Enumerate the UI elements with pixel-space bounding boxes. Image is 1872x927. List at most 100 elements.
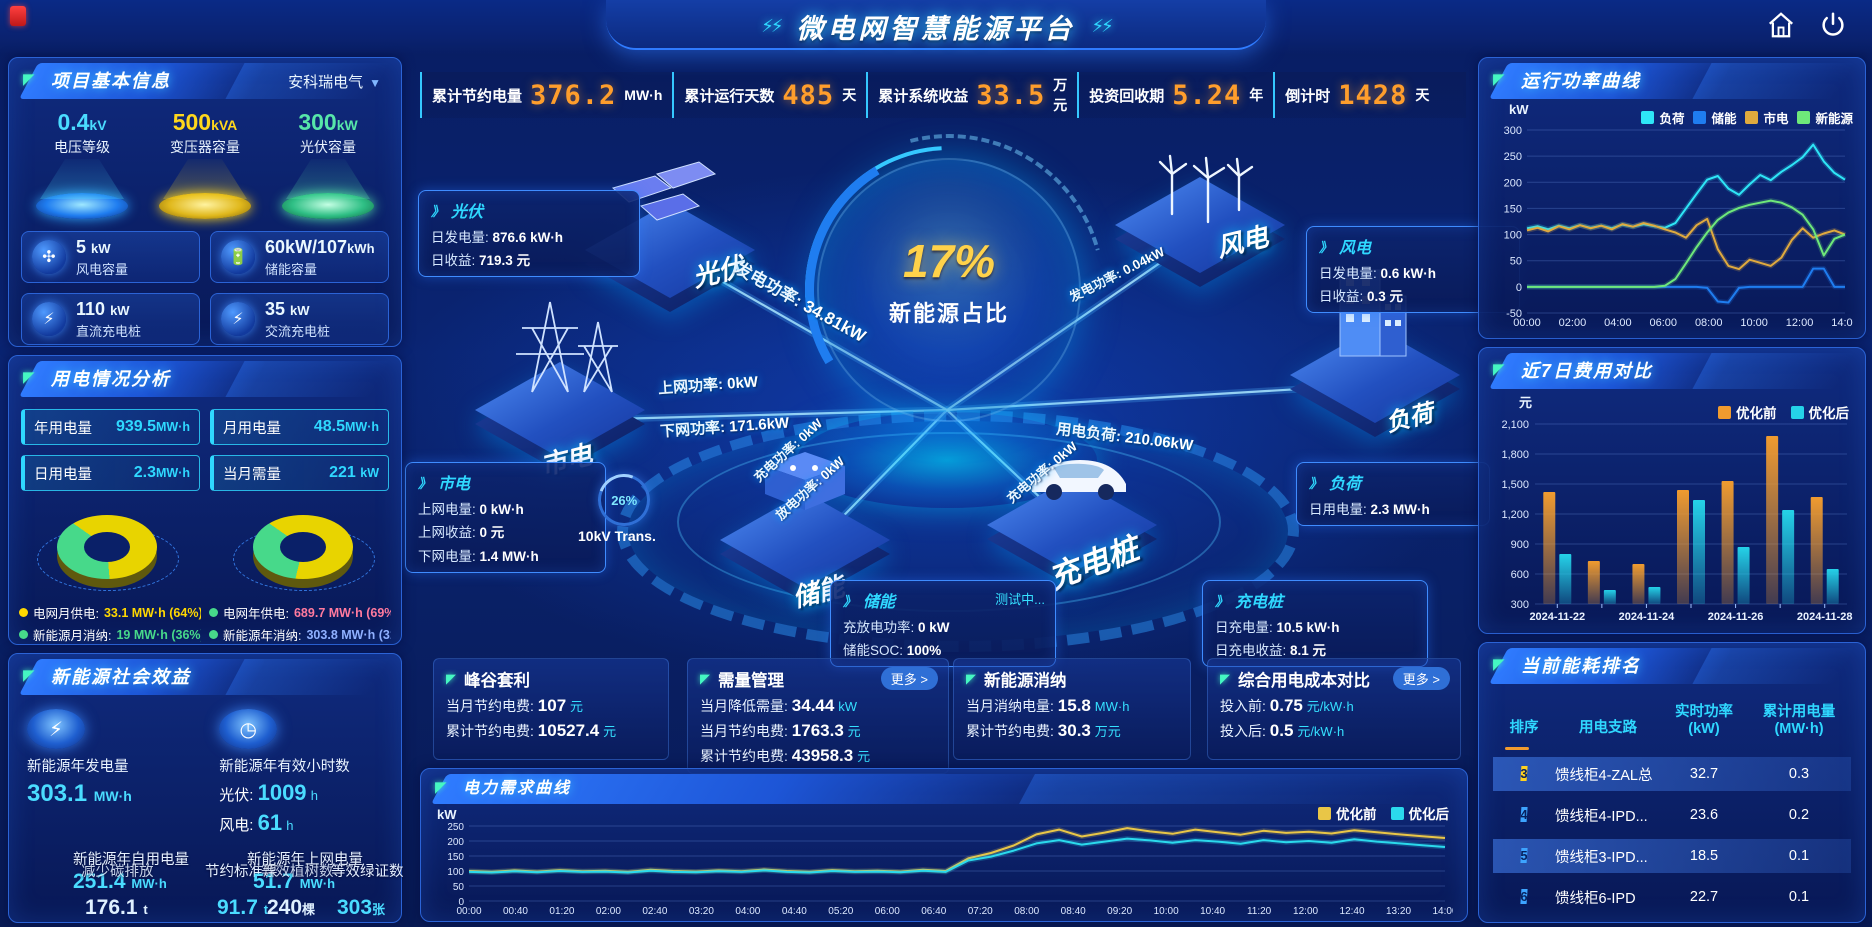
- demand-curve-panel: ◤ 电力需求曲线 kW 优化前 优化后 250 200 150 100 50 0 00:00…: [420, 768, 1468, 922]
- wind-turbines-icon: [1158, 154, 1254, 224]
- svg-text:04:00: 04:00: [1604, 317, 1632, 329]
- svg-text:150: 150: [447, 852, 464, 863]
- chevron-right-icon: 》: [843, 593, 857, 609]
- legend-month-renewable: 新能源月消纳: 19 MW·h (36%): [19, 625, 201, 644]
- chevron-right-icon: 》: [1215, 593, 1229, 609]
- svg-text:02:00: 02:00: [596, 906, 621, 917]
- battery-container-icon: [765, 452, 845, 510]
- social-benefit-title: 新能源社会效益: [51, 667, 191, 687]
- cost-compare-more-button[interactable]: 更多 >: [1392, 667, 1450, 690]
- charger-info-box: 》充电桩 日充电量: 10.5 kW·h 日充电收益: 8.1 元: [1202, 580, 1428, 667]
- panel-corner-icon: ◤: [1493, 361, 1505, 378]
- export-label: 新能源年上网电量: [247, 852, 363, 868]
- lightning-decor-left: ⚡⚡: [761, 16, 783, 36]
- energy-flow-diagram: 17% 新能源占比: [400, 76, 1520, 676]
- svg-text:250: 250: [1504, 151, 1522, 163]
- ev-car-icon: [1032, 460, 1126, 500]
- svg-text:11:20: 11:20: [1247, 906, 1272, 917]
- panel-corner-icon: ◤: [23, 71, 35, 88]
- demand-mgmt-more-button[interactable]: 更多 >: [880, 667, 938, 690]
- svg-text:02:00: 02:00: [1559, 317, 1587, 329]
- peak-valley-card: ◤ 峰谷套利 当月节约电费: 107 元 累计节约电费: 10527.4 元: [433, 658, 669, 760]
- lightning-decor-right: ⚡⚡: [1091, 16, 1114, 36]
- app-logo: [10, 6, 26, 26]
- trees-label: 等效植树数: [261, 864, 334, 880]
- svg-text:0: 0: [458, 897, 464, 908]
- capacity-chips: ✣ 5 kW 风电容量 🔋 60kW/107kWh 储能容量 ⚡ 110 kW …: [9, 219, 401, 345]
- svg-text:08:40: 08:40: [1061, 906, 1086, 917]
- annual-generation: ⚡ 新能源年发电量 303.1 MW·h: [27, 709, 191, 836]
- usage-analysis-title: 用电情况分析: [51, 369, 171, 389]
- stat-month-demand: 当月需量 221 kW: [210, 455, 389, 491]
- svg-text:10:00: 10:00: [1154, 906, 1179, 917]
- svg-text:-50: -50: [1506, 308, 1522, 320]
- svg-text:200: 200: [1504, 177, 1522, 189]
- svg-text:1,800: 1,800: [1501, 449, 1529, 461]
- supply-donuts: [9, 501, 401, 593]
- svg-text:2024-11-26: 2024-11-26: [1708, 611, 1764, 623]
- dc-charger-chip: ⚡ 110 kW 直流充电桩: [21, 293, 200, 345]
- svg-text:2024-11-28: 2024-11-28: [1797, 611, 1853, 623]
- card-corner-icon: ◤: [700, 671, 710, 686]
- svg-text:300: 300: [1504, 125, 1522, 137]
- svg-text:50: 50: [453, 882, 465, 893]
- svg-text:06:40: 06:40: [921, 906, 946, 917]
- center-orb: 17% 新能源占比: [735, 76, 1163, 504]
- legend-year-renewable: 新能源年消纳: 303.8 MW·h (31%): [209, 625, 391, 644]
- svg-text:0: 0: [1516, 282, 1522, 294]
- energy-ranking-panel: ◤ 当前能耗排名 排序 用电支路 实时功率 (kW) 累计用电量 (MW·h) 3 …: [1478, 642, 1866, 923]
- svg-text:04:40: 04:40: [782, 906, 807, 917]
- ranking-header: 排序 用电支路 实时功率 (kW) 累计用电量 (MW·h): [1509, 704, 1836, 737]
- coal-value: 91.7 t: [217, 896, 269, 919]
- svg-text:07:20: 07:20: [968, 906, 993, 917]
- chevron-right-icon: 》: [431, 203, 445, 219]
- svg-text:14:00: 14:00: [1432, 906, 1453, 917]
- project-info-title: 项目基本信息: [51, 71, 171, 91]
- panel-corner-icon: ◤: [23, 369, 35, 386]
- chevron-down-icon: ▼: [369, 76, 381, 90]
- power-icon[interactable]: [1818, 10, 1848, 40]
- export-value: 51.7 MW·h: [253, 870, 336, 893]
- ranking-row: 5 馈线柜3-IPD... 18.5 0.1: [1493, 839, 1851, 873]
- capacity-gauges: 0.4kV 电压等级 500kVA 变压器容量 300kW 光伏容量: [9, 99, 401, 219]
- chevron-right-icon: 》: [1309, 475, 1323, 491]
- svg-text:08:00: 08:00: [1014, 906, 1039, 917]
- kpi-payback-period: 投资回收期 5.24 年: [1077, 72, 1273, 118]
- svg-text:10:40: 10:40: [1200, 906, 1225, 917]
- svg-text:300: 300: [1511, 599, 1529, 611]
- wind-capacity-chip: ✣ 5 kW 风电容量: [21, 231, 200, 283]
- company-selector[interactable]: 安科瑞电气 ▼: [288, 74, 381, 91]
- svg-text:00:40: 00:40: [503, 906, 528, 917]
- donut-legend: 电网月供电: 33.1 MW·h (64%) 电网年供电: 689.7 MW·h…: [9, 593, 401, 644]
- cost-compare-legend: 优化前 优化后: [1718, 402, 1849, 422]
- chevron-right-icon: 》: [1319, 239, 1333, 255]
- pv-info-title: 》光伏: [431, 198, 627, 222]
- card-corner-icon: ◤: [446, 671, 456, 686]
- legend-year-grid: 电网年供电: 689.7 MW·h (69%): [209, 603, 391, 622]
- svg-text:00:00: 00:00: [456, 906, 481, 917]
- panel-corner-icon: ◤: [23, 667, 35, 684]
- ac-charger-icon: ⚡: [221, 302, 255, 336]
- svg-text:06:00: 06:00: [875, 906, 900, 917]
- svg-text:12:00: 12:00: [1786, 317, 1814, 329]
- svg-text:13:20: 13:20: [1386, 906, 1411, 917]
- svg-text:01:20: 01:20: [549, 906, 574, 917]
- ranking-row: 3 馈线柜4-ZAL总 32.7 0.3: [1493, 757, 1851, 791]
- project-info-panel: ◤ 项目基本信息 安科瑞电气 ▼ 0.4kV 电压等级 500kVA 变压器容量 …: [8, 57, 402, 347]
- chevron-right-icon: 》: [418, 475, 432, 491]
- svg-text:2,100: 2,100: [1501, 419, 1529, 431]
- social-benefit-panel: ◤ 新能源社会效益 ⚡ 新能源年发电量 303.1 MW·h ◷ 新能源年有效小…: [8, 653, 404, 923]
- svg-text:05:20: 05:20: [828, 906, 853, 917]
- load-info-box: 》负荷 日用电量: 2.3 MW·h: [1296, 462, 1490, 526]
- clock-icon: ◷: [219, 709, 278, 749]
- annual-effective-hours: ◷ 新能源年有效小时数 光伏: 1009 h 风电: 61 h: [219, 709, 383, 836]
- home-icon[interactable]: [1766, 10, 1796, 40]
- kpi-run-days: 累计运行天数 485 天: [672, 72, 866, 118]
- scroll-indicator[interactable]: [1505, 747, 1529, 750]
- kpi-total-revenue: 累计系统收益 33.5 万元: [866, 72, 1077, 118]
- run-power-title: 运行功率曲线: [1521, 71, 1641, 91]
- ranking-table: 排序 用电支路 实时功率 (kW) 累计用电量 (MW·h) 3 馈线柜4-ZAL总…: [1479, 684, 1865, 918]
- svg-text:600: 600: [1511, 569, 1529, 581]
